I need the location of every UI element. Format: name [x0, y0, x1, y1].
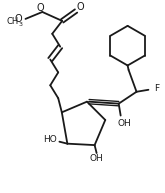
- Text: OH: OH: [90, 154, 103, 163]
- Text: OH: OH: [118, 119, 132, 128]
- Text: O: O: [36, 3, 44, 13]
- Text: 3: 3: [18, 22, 22, 27]
- Text: HO: HO: [43, 135, 56, 144]
- Text: CH: CH: [6, 17, 19, 26]
- Text: F: F: [154, 84, 159, 93]
- Text: O: O: [76, 2, 84, 12]
- Text: O: O: [15, 14, 22, 24]
